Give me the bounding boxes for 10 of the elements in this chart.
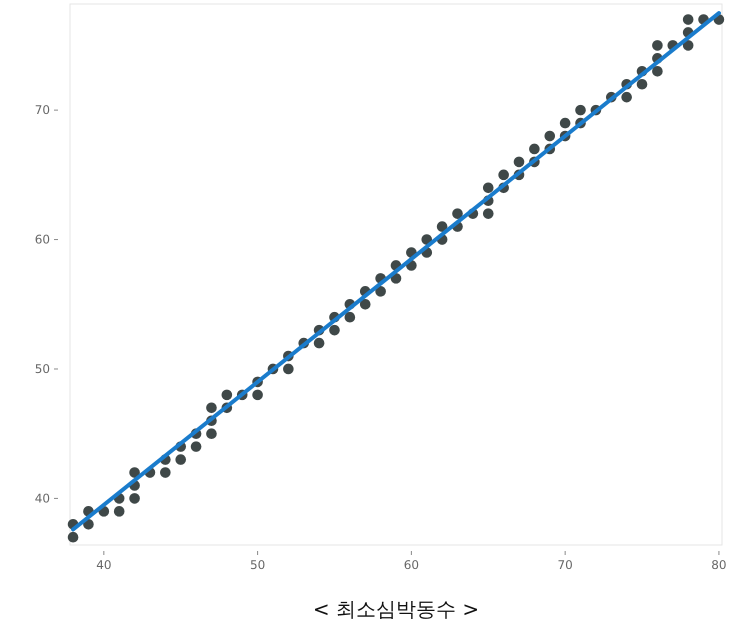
y-tick-label: 60 [34,232,50,247]
x-tick-label: 60 [404,558,420,572]
x-tick-label: 40 [96,558,112,572]
y-tick-label: 70 [34,103,50,118]
x-tick-label: 80 [711,558,727,572]
x-axis-title: < 최소심박동수 > [312,597,480,621]
y-tick-label: 40 [34,491,50,506]
x-tick-label: 50 [250,558,266,572]
y-tick-label: 50 [34,362,50,376]
x-tick-label: 70 [558,558,573,572]
